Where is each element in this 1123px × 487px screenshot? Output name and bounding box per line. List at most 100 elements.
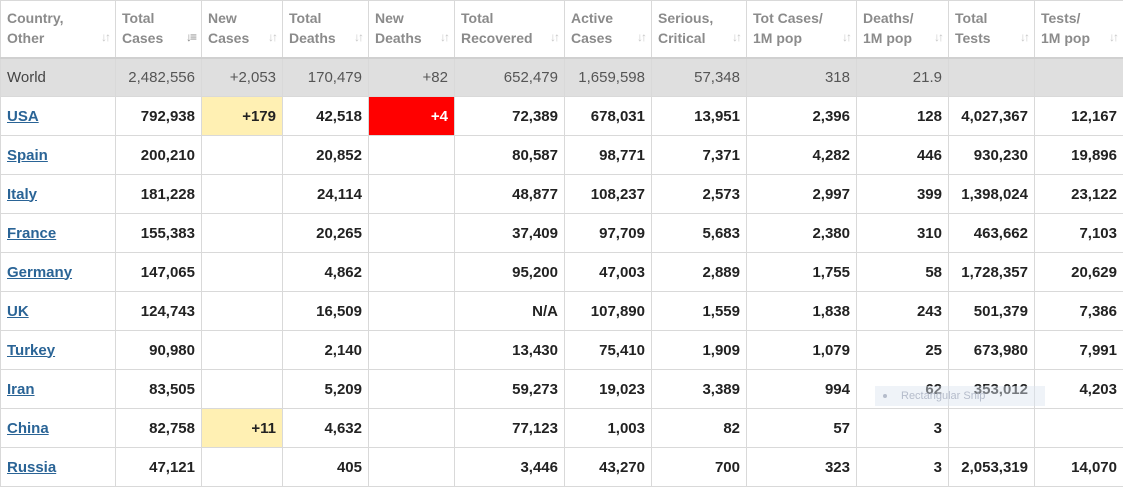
header-label-line: Deaths (289, 30, 336, 46)
cell-total-tests: 1,398,024 (949, 175, 1035, 214)
header-label-line: Total (122, 10, 154, 26)
cell-new-cases (202, 331, 283, 370)
cell-new-deaths (369, 292, 455, 331)
cell-total-tests: 1,728,357 (949, 253, 1035, 292)
sort-desc-icon[interactable]: ↓≡ (186, 27, 195, 47)
header-label-line: Other (7, 30, 44, 46)
sort-icon[interactable]: ↓↑ (1109, 27, 1117, 47)
cell-serious-critical: 7,371 (652, 136, 747, 175)
country-link[interactable]: Germany (7, 264, 72, 281)
sort-icon[interactable]: ↓↑ (637, 27, 645, 47)
cell-serious-critical: 700 (652, 448, 747, 487)
cell-total-deaths: 4,632 (283, 409, 369, 448)
sort-icon[interactable]: ↓↑ (268, 27, 276, 47)
sort-icon[interactable]: ↓↑ (440, 27, 448, 47)
cell-tests-per-million: 20,629 (1035, 253, 1123, 292)
header-label-line: Serious, (658, 10, 713, 26)
header-serious-critical[interactable]: Serious,Critical↓↑ (652, 1, 747, 58)
header-tests-per-million[interactable]: Tests/1M pop↓↑ (1035, 1, 1123, 58)
cell-total-cases: 200,210 (116, 136, 202, 175)
country-link[interactable]: Italy (7, 186, 37, 203)
cell-country: USA (1, 97, 116, 136)
header-total-cases[interactable]: Total Cases ↓≡ (116, 1, 202, 58)
sort-icon[interactable]: ↓↑ (934, 27, 942, 47)
cell-new-cases (202, 448, 283, 487)
country-link[interactable]: UK (7, 303, 29, 320)
header-label-line: Country, (7, 10, 64, 26)
header-label-line: Cases (122, 30, 163, 46)
cell-total-tests: 2,053,319 (949, 448, 1035, 487)
cell-total-tests (949, 409, 1035, 448)
cell-tests-per-million: 12,167 (1035, 97, 1123, 136)
cell-total-cases: 90,980 (116, 331, 202, 370)
sort-icon[interactable]: ↓↑ (101, 27, 109, 47)
cell-tests-per-million: 4,203 (1035, 370, 1123, 409)
header-country[interactable]: Country, Other ↓↑ (1, 1, 116, 58)
cell-serious-critical: 3,389 (652, 370, 747, 409)
sort-icon[interactable]: ↓↑ (842, 27, 850, 47)
cell-total-deaths: 4,862 (283, 253, 369, 292)
header-deaths-per-million[interactable]: Deaths/1M pop↓↑ (857, 1, 949, 58)
cell-cases-per-million: 1,838 (747, 292, 857, 331)
cell-deaths-per-million: 310 (857, 214, 949, 253)
cell-new-deaths (369, 175, 455, 214)
cell-total-deaths: 42,518 (283, 97, 369, 136)
cell-country: China (1, 409, 116, 448)
cell-total-recovered: 77,123 (455, 409, 565, 448)
country-link[interactable]: Spain (7, 147, 48, 164)
cell-deaths-per-million: 21.9 (857, 58, 949, 97)
cell-deaths-per-million: 25 (857, 331, 949, 370)
sort-icon[interactable]: ↓↑ (550, 27, 558, 47)
country-link[interactable]: Russia (7, 459, 56, 476)
cell-new-deaths (369, 136, 455, 175)
cell-country: Russia (1, 448, 116, 487)
cell-total-deaths: 405 (283, 448, 369, 487)
cell-country: World (1, 58, 116, 97)
cell-serious-critical: 82 (652, 409, 747, 448)
cell-active-cases: 108,237 (565, 175, 652, 214)
sort-icon[interactable]: ↓↑ (1020, 27, 1028, 47)
cell-active-cases: 43,270 (565, 448, 652, 487)
cell-total-cases: 47,121 (116, 448, 202, 487)
cell-active-cases: 97,709 (565, 214, 652, 253)
cell-total-recovered: 95,200 (455, 253, 565, 292)
cell-new-cases: +2,053 (202, 58, 283, 97)
cell-cases-per-million: 323 (747, 448, 857, 487)
country-link[interactable]: France (7, 225, 56, 242)
country-link[interactable]: Iran (7, 381, 35, 398)
cell-tests-per-million: 23,122 (1035, 175, 1123, 214)
cell-active-cases: 98,771 (565, 136, 652, 175)
sort-icon[interactable]: ↓↑ (354, 27, 362, 47)
country-link[interactable]: USA (7, 108, 39, 125)
cell-total-recovered: 72,389 (455, 97, 565, 136)
sort-icon[interactable]: ↓↑ (732, 27, 740, 47)
cell-total-cases: 2,482,556 (116, 58, 202, 97)
header-cases-per-million[interactable]: Tot Cases/1M pop↓↑ (747, 1, 857, 58)
cell-deaths-per-million: 128 (857, 97, 949, 136)
dot-icon (883, 394, 887, 398)
cell-total-deaths: 5,209 (283, 370, 369, 409)
cell-active-cases: 107,890 (565, 292, 652, 331)
cell-active-cases: 678,031 (565, 97, 652, 136)
header-label-line: Recovered (461, 30, 533, 46)
cell-active-cases: 1,659,598 (565, 58, 652, 97)
cell-total-cases: 83,505 (116, 370, 202, 409)
cell-total-recovered: 37,409 (455, 214, 565, 253)
header-label-line: Deaths/ (863, 10, 914, 26)
cell-tests-per-million: 14,070 (1035, 448, 1123, 487)
snip-overlay: Rectangular Snip (875, 386, 1045, 406)
country-link[interactable]: China (7, 420, 49, 437)
country-link[interactable]: Turkey (7, 342, 55, 359)
